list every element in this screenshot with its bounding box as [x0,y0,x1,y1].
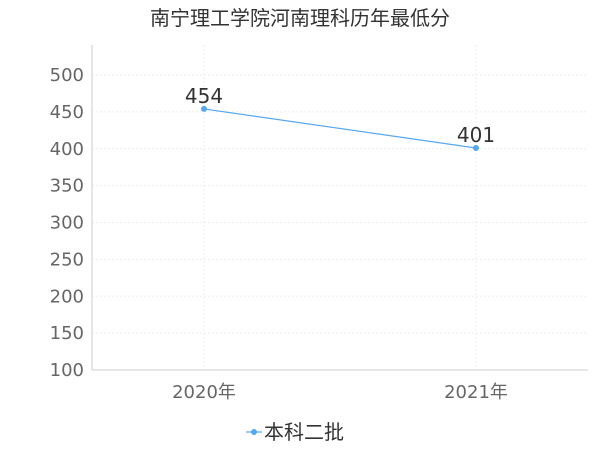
x-tick-labels: 2020年 2021年 [172,382,508,403]
data-label: 454 [185,84,223,108]
grid-lines [92,45,588,371]
axes [91,45,588,371]
legend[interactable]: 本科二批 [246,420,344,444]
y-tick-label: 450 [50,102,84,123]
y-tick-label: 150 [50,323,84,344]
data-labels: 454 401 [185,84,495,147]
series-line [203,108,477,149]
legend-label[interactable]: 本科二批 [264,420,344,444]
y-tick-labels: 100 150 200 250 300 350 400 450 500 [50,65,84,381]
y-tick-label: 300 [50,213,84,234]
y-tick-label: 350 [50,176,84,197]
y-tick-label: 200 [50,286,84,307]
data-point[interactable] [201,105,207,112]
x-tick-label: 2020年 [172,382,236,403]
y-tick-label: 250 [50,249,84,270]
data-point[interactable] [473,145,479,152]
series-layer [201,105,479,152]
y-tick-label: 500 [50,65,84,86]
legend-marker [251,429,257,435]
y-tick-label: 400 [50,139,84,160]
data-label: 401 [457,123,495,147]
chart-title: 南宁理工学院河南理科历年最低分 [150,6,450,30]
x-tick-label: 2021年 [444,382,508,403]
y-tick-label: 100 [50,360,84,381]
